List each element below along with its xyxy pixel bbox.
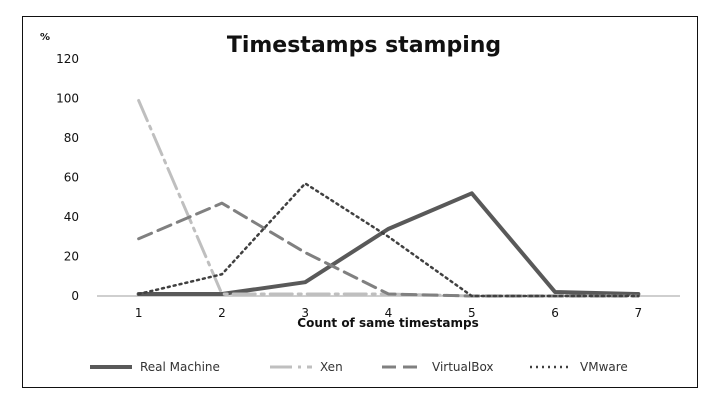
x-tick-label: 5 <box>468 306 476 320</box>
series-line-vmware <box>137 182 640 298</box>
x-tick-label: 3 <box>301 306 309 320</box>
x-tick-label: 2 <box>218 306 226 320</box>
legend-label: Real Machine <box>140 360 220 374</box>
y-tick-label: 120 <box>56 52 79 66</box>
x-tick-label: 6 <box>551 306 559 320</box>
x-tick-label: 7 <box>635 306 643 320</box>
series-line-virtualbox <box>137 201 640 298</box>
series-line-real-machine <box>136 191 641 297</box>
y-tick-label: 60 <box>64 171 79 185</box>
series-line-xen <box>137 98 640 298</box>
chart-frame <box>22 16 698 388</box>
y-tick-label: 40 <box>64 210 79 224</box>
y-tick-label: 100 <box>56 92 79 106</box>
y-unit-label: % <box>40 32 50 43</box>
y-tick-label: 0 <box>71 289 79 303</box>
y-tick-label: 20 <box>64 250 79 264</box>
chart-title: Timestamps stamping <box>227 33 501 58</box>
x-tick-label: 4 <box>385 306 393 320</box>
legend-label: VirtualBox <box>432 360 494 374</box>
legend-label: Xen <box>320 360 343 374</box>
legend-label: VMware <box>580 360 628 374</box>
x-tick-label: 1 <box>135 306 143 320</box>
y-tick-label: 80 <box>64 131 79 145</box>
x-axis-title: Count of same timestamps <box>297 316 478 330</box>
